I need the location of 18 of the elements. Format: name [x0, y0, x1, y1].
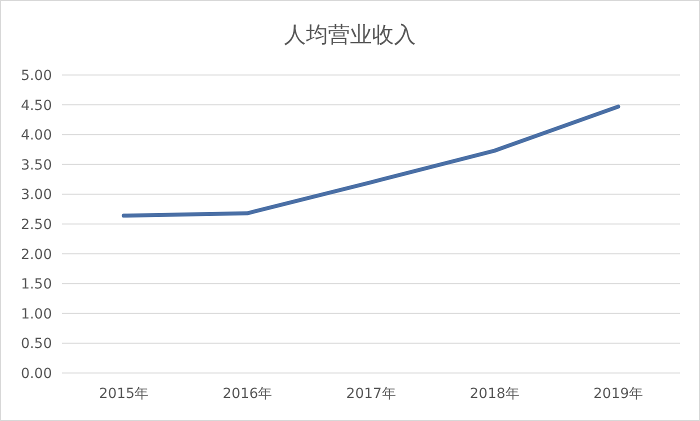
y-tick-label: 3.00	[20, 187, 52, 204]
y-tick-label: 4.50	[20, 98, 52, 114]
x-tick-label: 2018年	[470, 386, 520, 402]
x-tick-label: 2019年	[593, 386, 644, 402]
chart-title: 人均营业收入	[284, 23, 416, 48]
x-tick-label: 2017年	[346, 386, 396, 402]
line-series	[122, 104, 620, 218]
y-tick-label: 0.00	[20, 366, 52, 382]
y-tick-label: 0.50	[20, 336, 52, 352]
y-tick-label: 2.00	[20, 246, 52, 263]
x-tick-label: 2015年	[98, 386, 149, 402]
x-tick-label: 2016年	[222, 386, 272, 402]
y-tick-label: 1.50	[20, 276, 52, 293]
y-tick-label: 4.00	[20, 128, 52, 144]
y-tick-label: 2.50	[20, 217, 52, 233]
y-tick-label: 5.00	[20, 68, 52, 84]
y-tick-label: 3.50	[20, 157, 52, 174]
y-tick-label: 1.00	[20, 306, 52, 322]
